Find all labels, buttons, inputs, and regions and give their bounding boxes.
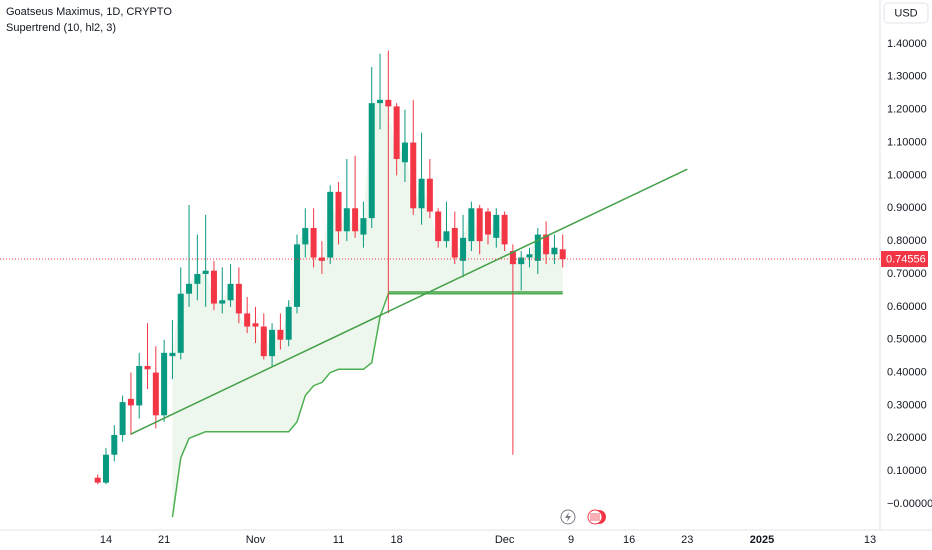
currency-button[interactable]	[883, 2, 929, 24]
y-tick-label: 1.00000	[887, 169, 927, 181]
candle-body	[343, 208, 350, 232]
y-tick-label: 0.50000	[887, 334, 927, 346]
y-tick-label: 0.40000	[887, 366, 927, 378]
candle-body	[302, 227, 309, 245]
y-tick-label: 0.90000	[887, 202, 927, 214]
x-tick-label: 18	[391, 534, 403, 546]
x-tick-label: 9	[568, 534, 574, 546]
y-tick-label: 1.20000	[887, 104, 927, 116]
candle-body	[401, 142, 408, 163]
y-tick-label: 1.10000	[887, 136, 927, 148]
x-tick-label: Dec	[495, 534, 515, 546]
x-tick-label: 14	[100, 534, 112, 546]
candle-body	[426, 178, 433, 212]
candle-body	[385, 99, 392, 107]
candle-body	[559, 249, 566, 260]
candle-body	[161, 352, 168, 416]
event-icon-glyph	[565, 512, 571, 522]
candle-body	[493, 214, 500, 238]
candle-body	[227, 283, 234, 301]
y-tick-label: 0.60000	[887, 301, 927, 313]
y-tick-label: 0.70000	[887, 268, 927, 280]
chart-title: Goatseus Maximus, 1D, CRYPTO	[6, 6, 172, 18]
candle-body	[244, 313, 251, 327]
y-tick-label: 0.30000	[887, 399, 927, 411]
candle-body	[543, 234, 550, 255]
last-price-label: 0.74556	[886, 253, 926, 265]
supertrend-fill	[172, 99, 563, 518]
candle-body	[451, 227, 458, 258]
event-icon-glyph	[590, 513, 600, 521]
candle-body	[260, 326, 267, 357]
candle-body	[435, 211, 442, 242]
candle-body	[460, 237, 467, 261]
candle-body	[518, 257, 525, 265]
candle-body	[219, 300, 226, 304]
indicator-label: Supertrend (10, hl2, 3)	[6, 22, 116, 34]
y-tick-label: 0.80000	[887, 235, 927, 247]
candle-body	[277, 329, 284, 340]
candle-body	[393, 106, 400, 159]
y-tick-label: 1.30000	[887, 71, 927, 83]
candle-body	[136, 365, 143, 406]
x-tick-label: 13	[864, 534, 876, 546]
candle-body	[94, 477, 101, 483]
candle-body	[468, 208, 475, 242]
drawn-line	[130, 168, 688, 435]
candle-body	[119, 402, 126, 436]
event-icons[interactable]	[560, 509, 606, 525]
candle-body	[169, 352, 176, 357]
candle-body	[410, 142, 417, 209]
candle-body	[360, 218, 367, 235]
candle-body	[335, 191, 342, 232]
x-tick-label: 16	[623, 534, 635, 546]
candle-body	[194, 273, 201, 284]
candle-body	[177, 293, 184, 353]
x-tick-label: 11	[333, 534, 344, 546]
candle-body	[501, 214, 508, 245]
x-tick-label: Nov	[246, 534, 266, 546]
candle-body	[269, 329, 276, 357]
candle-body	[327, 191, 334, 258]
candle-body	[202, 270, 209, 274]
candle-body	[509, 250, 516, 265]
candle-body	[368, 103, 375, 219]
candle-body	[235, 283, 242, 314]
candle-body	[310, 227, 317, 258]
y-tick-label: −0.00000	[887, 498, 932, 510]
candle-body	[111, 435, 118, 455]
candle-body	[285, 306, 292, 340]
candle-body	[476, 208, 483, 242]
candle-body	[210, 270, 217, 304]
x-tick-label: 21	[158, 534, 170, 546]
candle-body	[443, 231, 450, 242]
candle-body	[127, 398, 134, 406]
candle-body	[377, 99, 384, 104]
candle-body	[186, 283, 193, 294]
last-price-box	[881, 251, 928, 268]
candle-body	[551, 247, 558, 255]
candle-body	[293, 244, 300, 307]
candle-body	[352, 208, 359, 232]
candle-body	[484, 211, 491, 235]
y-tick-label: 0.10000	[887, 465, 927, 477]
candle-body	[152, 372, 159, 416]
supertrend-line	[171, 292, 563, 518]
candle-body	[103, 454, 110, 483]
y-tick-label: 0.20000	[887, 432, 927, 444]
candle-body	[534, 234, 541, 261]
currency-label[interactable]: USD	[894, 7, 917, 19]
candle-body	[252, 323, 259, 327]
x-tick-label: 23	[681, 534, 693, 546]
candle-body	[526, 254, 533, 258]
x-tick-label: 2025	[750, 534, 774, 546]
candle-body	[418, 178, 425, 209]
y-tick-label: 1.40000	[887, 38, 927, 50]
candle-body	[144, 365, 151, 370]
